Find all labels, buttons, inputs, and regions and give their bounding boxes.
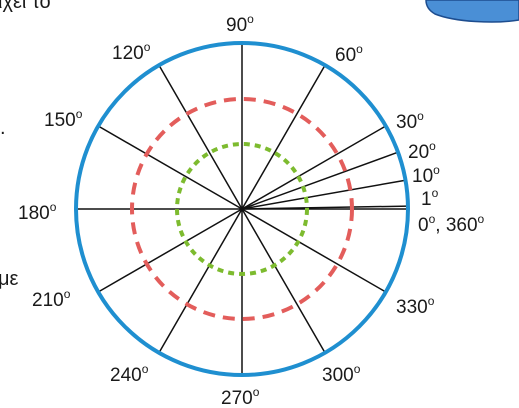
angle-label-30: 30o	[396, 109, 424, 133]
angle-label-90: 90o	[226, 12, 254, 36]
angle-label-120: 120o	[112, 40, 151, 64]
mid-left-text-fragment: με	[0, 268, 19, 290]
middle-dashed-circle	[130, 97, 354, 321]
angle-label-10: 10o	[412, 163, 440, 187]
ray-150-deg	[97, 125, 243, 210]
angle-label-0-360: 0o, 360o	[418, 212, 485, 236]
ray-240-deg	[158, 208, 243, 354]
top-left-text-fragment: ιχει το	[0, 0, 51, 13]
ray-120-deg	[158, 64, 243, 210]
outer-circle	[74, 41, 410, 377]
angle-label-270: 270o	[221, 385, 260, 408]
angle-label-180: 180o	[18, 200, 57, 224]
angle-label-60: 60o	[335, 42, 363, 66]
mid-left-dot: .	[0, 117, 6, 139]
ray-210-deg	[97, 208, 243, 293]
angle-label-330: 330o	[396, 294, 435, 318]
angle-label-300: 300o	[322, 362, 361, 386]
angle-label-20: 20o	[408, 139, 436, 163]
ray-1-deg	[241, 205, 409, 210]
decorative-blue-shape	[425, 0, 519, 23]
angle-label-1: 1o	[421, 186, 439, 210]
ray-30-deg	[241, 125, 387, 210]
ray-10-deg	[241, 179, 406, 210]
angle-label-150: 150o	[44, 107, 83, 131]
ray-60-deg	[241, 64, 326, 210]
ray-330-deg	[241, 208, 387, 293]
angle-label-210: 210o	[32, 287, 71, 311]
angle-rays	[76, 43, 409, 375]
ray-20-deg	[241, 151, 399, 210]
inner-dashed-circle	[175, 142, 309, 276]
ray-300-deg	[241, 208, 326, 354]
angle-label-240: 240o	[110, 362, 149, 386]
